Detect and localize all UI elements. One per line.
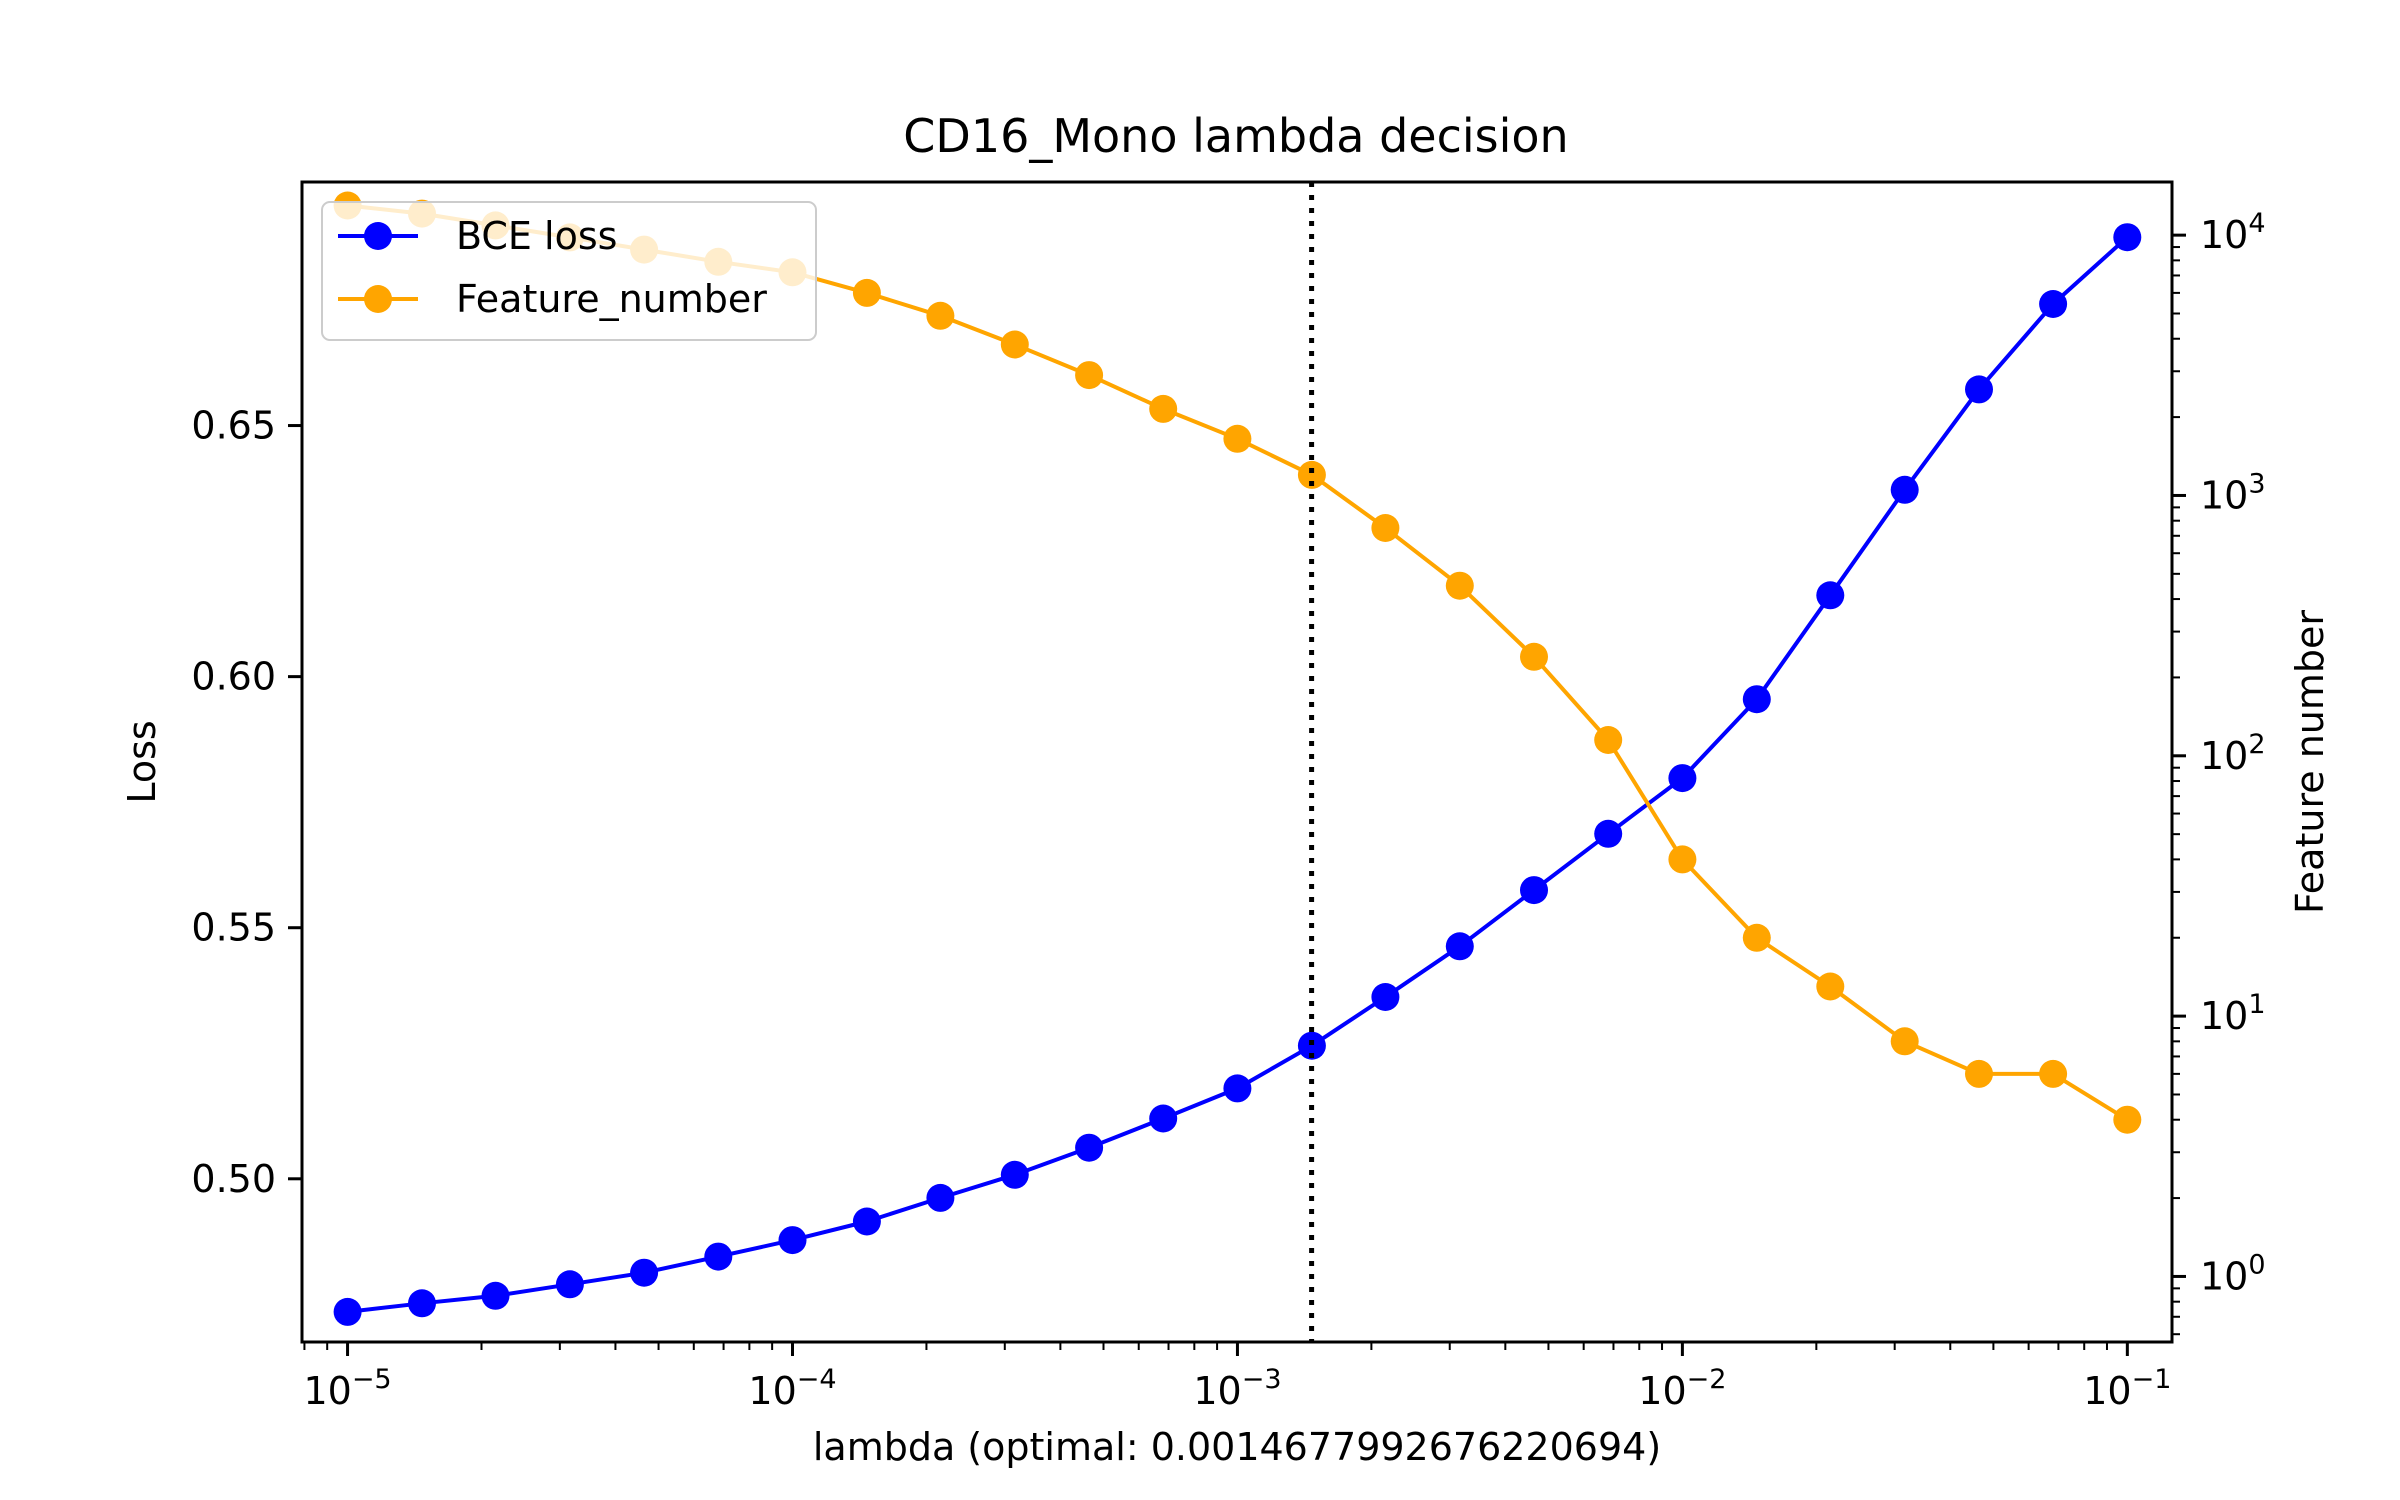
point-feature-number <box>1668 845 1697 874</box>
point-bce-loss <box>1965 375 1993 404</box>
point-feature-number <box>1965 1059 1993 1088</box>
x-tick-label: 10−1 <box>2083 1364 2171 1413</box>
point-bce-loss <box>1594 819 1623 848</box>
point-bce-loss <box>926 1183 955 1212</box>
point-feature-number <box>1149 394 1178 423</box>
point-bce-loss <box>333 1297 362 1326</box>
x-tick-label: 10−4 <box>748 1364 836 1413</box>
point-bce-loss <box>630 1258 659 1287</box>
point-bce-loss <box>1297 1031 1326 1060</box>
point-bce-loss <box>481 1281 510 1310</box>
y-tick-label: 0.55 <box>191 906 276 950</box>
point-feature-number <box>1075 361 1104 390</box>
point-feature-number <box>1816 972 1845 1001</box>
y2-tick-label: 103 <box>2200 468 2266 517</box>
point-bce-loss <box>1445 932 1474 961</box>
point-bce-loss <box>1149 1104 1178 1133</box>
point-feature-number <box>1445 571 1474 600</box>
x-tick-label: 10−5 <box>303 1364 391 1413</box>
point-feature-number <box>2039 1059 2068 1088</box>
x-axis: 10−5 10−4 10−3 10−2 10−1 <box>303 1342 2171 1413</box>
x-tick-label: 10−2 <box>1638 1364 1726 1413</box>
legend-box <box>321 201 817 341</box>
point-feature-number <box>1742 923 1771 952</box>
point-bce-loss <box>704 1242 733 1271</box>
point-bce-loss <box>1668 764 1697 793</box>
y-axis-right: 100 101 102 103 104 <box>2172 208 2266 1336</box>
point-feature-number <box>1594 726 1623 754</box>
point-feature-number <box>1297 460 1326 489</box>
y-tick-label: 0.65 <box>191 404 276 448</box>
point-bce-loss <box>778 1226 807 1255</box>
point-bce-loss <box>408 1289 436 1318</box>
point-feature-number <box>1520 642 1548 671</box>
point-feature-number <box>1371 514 1400 542</box>
legend-label-bce: BCE loss <box>456 214 617 258</box>
y2-tick-label: 101 <box>2200 989 2266 1038</box>
point-feature-number <box>1890 1027 1919 1056</box>
y-axis-label: Loss <box>120 720 164 803</box>
y-axis-left: 0.50 0.55 0.60 0.65 <box>191 404 302 1201</box>
y-tick-label: 0.50 <box>191 1157 276 1201</box>
y2-tick-label: 102 <box>2200 729 2266 778</box>
point-feature-number <box>926 301 955 330</box>
x-tick-label: 10−3 <box>1193 1364 1281 1413</box>
point-bce-loss <box>1075 1133 1104 1162</box>
point-bce-loss <box>555 1270 584 1299</box>
point-bce-loss <box>2039 290 2068 318</box>
y2-axis-label: Feature number <box>2288 610 2332 914</box>
point-bce-loss <box>1000 1160 1029 1189</box>
legend-marker-bce <box>364 222 392 250</box>
point-bce-loss <box>2113 223 2142 252</box>
legend-label-feature: Feature_number <box>456 277 767 321</box>
x-axis-label: lambda (optimal: 0.0014677992676220694) <box>813 1425 1661 1469</box>
point-bce-loss <box>1890 475 1919 504</box>
point-feature-number <box>1000 330 1029 359</box>
point-bce-loss <box>1371 983 1400 1011</box>
y2-tick-label: 104 <box>2200 208 2266 257</box>
legend: BCE loss Feature_number <box>321 201 817 341</box>
y-tick-label: 0.60 <box>191 655 276 699</box>
point-bce-loss <box>1742 685 1771 714</box>
point-bce-loss <box>1223 1074 1252 1103</box>
point-feature-number <box>1223 424 1252 453</box>
point-feature-number <box>2113 1105 2142 1134</box>
point-bce-loss <box>1520 876 1548 905</box>
legend-marker-feature <box>364 285 392 313</box>
chart-title: CD16_Mono lambda decision <box>903 109 1568 163</box>
y2-tick-label: 100 <box>2200 1249 2266 1298</box>
point-feature-number <box>852 278 881 307</box>
point-bce-loss <box>852 1207 881 1236</box>
point-bce-loss <box>1816 581 1845 610</box>
